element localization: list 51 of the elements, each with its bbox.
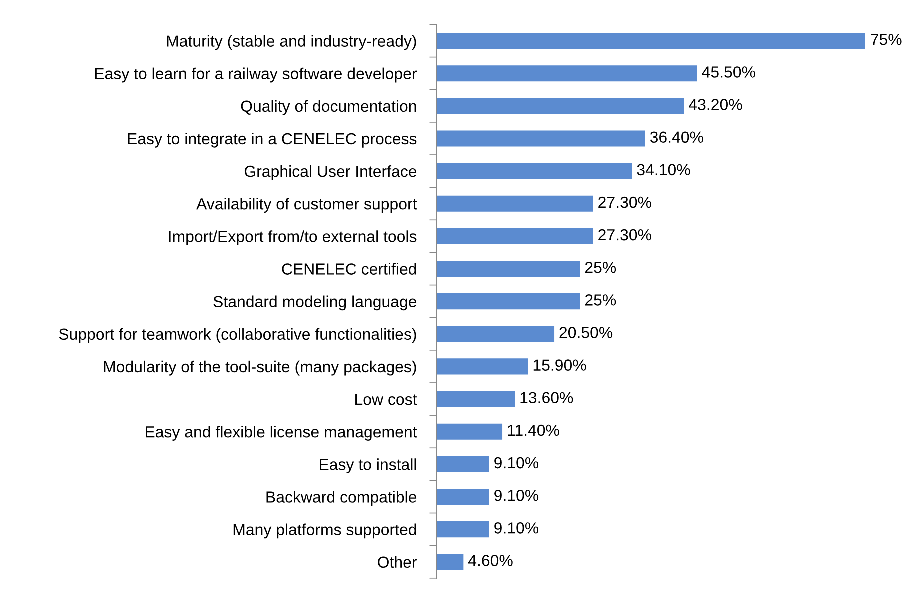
bar bbox=[436, 456, 490, 472]
data-label: 34.10% bbox=[637, 164, 690, 176]
y-tick-label: Easy to learn for a railway software developer bbox=[95, 68, 418, 83]
bar bbox=[436, 66, 698, 82]
y-tick-label: Backward compatible bbox=[266, 491, 417, 506]
y-tick-label: Many platforms supported bbox=[234, 524, 416, 539]
bar bbox=[436, 130, 646, 147]
bar bbox=[436, 294, 580, 310]
data-label: 27.30% bbox=[598, 229, 652, 241]
bar bbox=[436, 196, 594, 212]
data-label: 9.10% bbox=[494, 522, 539, 534]
y-tick-label: Standard modeling language bbox=[214, 296, 417, 311]
data-label: 25% bbox=[585, 294, 616, 306]
data-label: 75% bbox=[871, 34, 902, 46]
bar bbox=[436, 33, 866, 50]
y-tick-label: Support for teamwork (collaborative functionalities) bbox=[59, 328, 416, 344]
bar bbox=[436, 98, 684, 114]
bar bbox=[436, 522, 490, 538]
data-label: 27.30% bbox=[598, 196, 652, 208]
y-tick-label: Low cost bbox=[356, 394, 418, 406]
data-label: 20.50% bbox=[560, 327, 613, 338]
bar bbox=[436, 358, 528, 375]
y-tick-label: Easy and flexible license management bbox=[146, 426, 418, 441]
bar bbox=[436, 488, 490, 505]
bar bbox=[436, 326, 555, 342]
data-label: 4.60% bbox=[468, 555, 513, 566]
y-tick-label: Easy to install bbox=[320, 458, 416, 474]
y-tick-label: Other bbox=[378, 556, 417, 568]
bar bbox=[436, 163, 632, 180]
y-tick-label: Maturity (stable and industry-ready) bbox=[167, 35, 416, 50]
data-label: 9.10% bbox=[494, 457, 539, 469]
bar bbox=[436, 554, 464, 570]
y-tick-label: Import/Export from/to external tools bbox=[169, 230, 417, 246]
bar bbox=[436, 391, 516, 408]
data-label: 9.10% bbox=[494, 490, 539, 502]
data-label: 36.40% bbox=[650, 132, 704, 144]
data-label: 11.40% bbox=[508, 424, 560, 436]
y-tick-label: Easy to integrate in a CENELEC process bbox=[128, 132, 417, 148]
y-tick-label: Availability of customer support bbox=[196, 198, 418, 213]
data-label: 43.20% bbox=[689, 99, 742, 110]
data-label: 15.90% bbox=[534, 360, 586, 371]
y-tick-label: Quality of documentation bbox=[241, 100, 416, 116]
data-label: 13.60% bbox=[520, 392, 574, 404]
data-label: 45.50% bbox=[702, 66, 756, 78]
bar bbox=[436, 424, 503, 440]
y-tick-label: CENELEC certified bbox=[282, 263, 416, 275]
data-label: 25% bbox=[585, 262, 616, 274]
y-tick-label: Graphical User Interface bbox=[244, 166, 417, 180]
bar bbox=[436, 260, 580, 278]
y-tick-label: Modularity of the tool-suite (many packages) bbox=[104, 360, 416, 376]
bar bbox=[436, 228, 594, 244]
